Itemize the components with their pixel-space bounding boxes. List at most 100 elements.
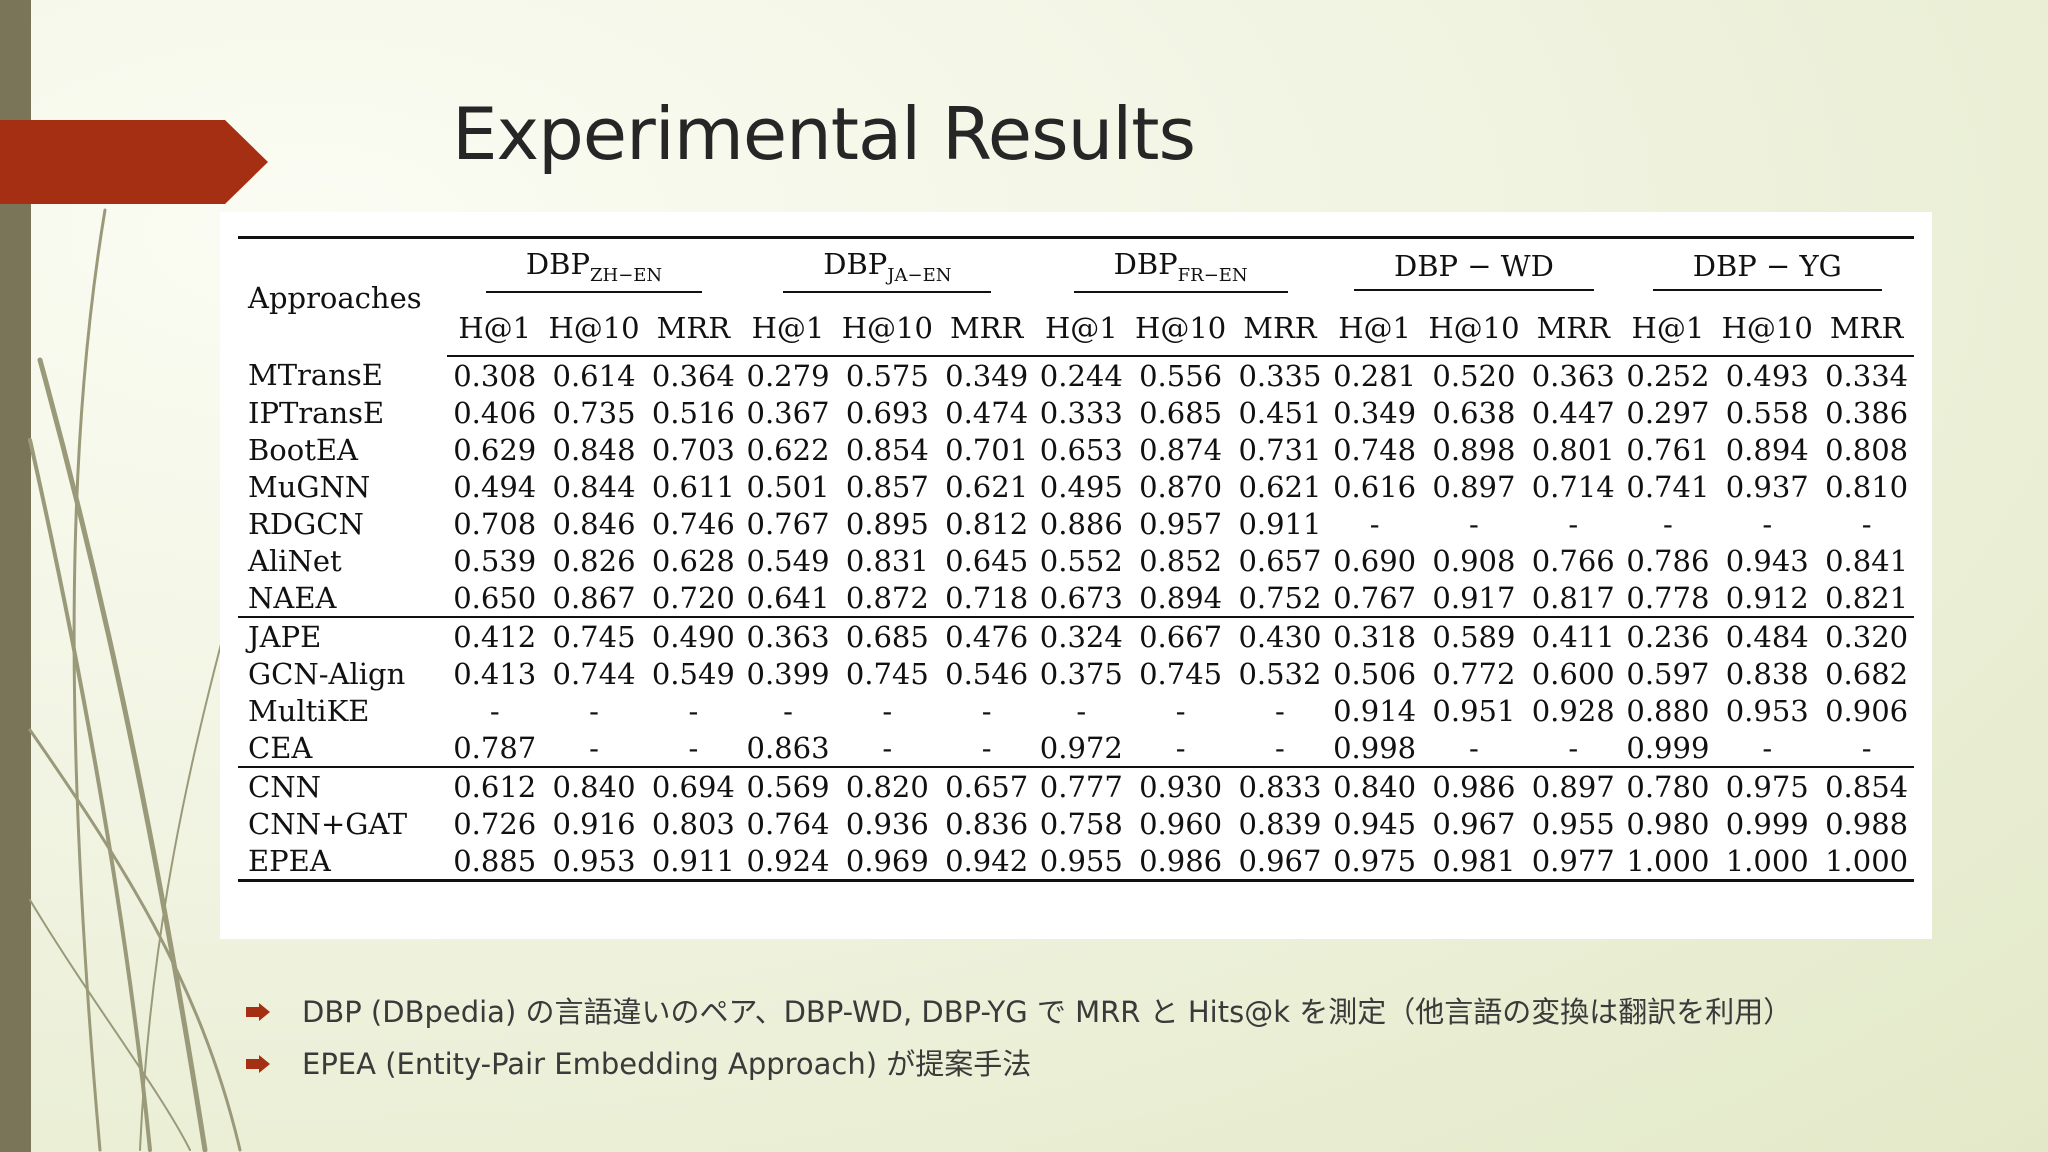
- metric-value-cell: 0.539: [453, 543, 537, 578]
- table-row: CNN 0.612 0.840 0.694 0.569 0.820 0.657 0.777 0.…: [238, 766, 1914, 805]
- dataset-group-header: DBPFR−EN: [1034, 238, 1327, 302]
- metric-value-cell: 0.745: [1139, 656, 1223, 691]
- metric-value-cell: 0.600: [1531, 656, 1615, 691]
- metric-value-cell: 0.885: [453, 843, 537, 878]
- metric-value-cell: 0.474: [945, 395, 1029, 430]
- metric-value-cell: 0.430: [1232, 616, 1328, 655]
- metric-value-cell: 0.451: [1238, 395, 1322, 430]
- metric-value-cell: -: [1762, 730, 1773, 765]
- metric-value-cell: 0.955: [1531, 806, 1615, 841]
- metric-value-cell: 0.386: [1825, 395, 1909, 430]
- approach-name: IPTransE: [248, 395, 385, 430]
- table-section: JAPE 0.412 0.745 0.490 0.363 0.685 0.476 0.324 0…: [238, 616, 1914, 767]
- table-row: EPEA 0.885 0.953 0.911 0.924 0.969 0.942 0.955 0…: [238, 842, 1914, 881]
- metric-value-cell: 0.349: [945, 358, 1029, 393]
- dataset-base-label: DBP − WD: [1393, 249, 1554, 283]
- metric-value-cell: 0.808: [1825, 432, 1909, 467]
- metric-value-cell: 0.831: [845, 543, 929, 578]
- metric-value-cell: 0.870: [1139, 469, 1223, 504]
- dataset-base-label: DBP − YG: [1692, 249, 1842, 283]
- metric-value-cell: 0.349: [1333, 395, 1417, 430]
- metric-value-cell: 0.911: [1238, 506, 1322, 541]
- metric-value-cell: 0.897: [1525, 766, 1621, 805]
- metric-value-cell: 0.977: [1531, 843, 1615, 878]
- table-row: CNN+GAT 0.726 0.916 0.803 0.764 0.936 0.836 0.7…: [238, 805, 1914, 842]
- table-row: MultiKE - - - - - - - - - 0.914 0.951 0.928 0.880 0.95…: [238, 692, 1914, 729]
- metric-value-cell: 0.898: [1432, 432, 1516, 467]
- metric-value-cell: 0.826: [552, 543, 636, 578]
- metric-value-cell: 0.495: [1039, 469, 1123, 504]
- dataset-subscript: ZH−EN: [589, 264, 663, 286]
- metric-value-cell: 0.821: [1825, 580, 1909, 615]
- metric-value-cell: 0.914: [1333, 693, 1417, 728]
- metric-header: MRR: [1232, 301, 1328, 357]
- metric-value-cell: 0.916: [552, 806, 636, 841]
- metric-header: H@10: [1128, 301, 1233, 357]
- metric-value-cell: 0.937: [1725, 469, 1809, 504]
- metric-value-cell: 0.975: [1715, 766, 1820, 805]
- table-row: RDGCN 0.708 0.846 0.746 0.767 0.895 0.812 0.886…: [238, 505, 1914, 542]
- dataset-name: DBP − WD: [1353, 249, 1594, 291]
- approach-name: CEA: [248, 730, 313, 765]
- metric-value-cell: 0.532: [1238, 656, 1322, 691]
- metric-value-cell: 0.872: [845, 580, 929, 615]
- metric-value-cell: 0.569: [740, 766, 836, 805]
- slide-title: Experimental Results: [452, 92, 1196, 176]
- metric-value-cell: 0.780: [1620, 766, 1716, 805]
- metric-value-cell: 1.000: [1825, 843, 1909, 878]
- metric-value-cell: 0.801: [1531, 432, 1615, 467]
- metric-value-cell: 0.894: [1139, 580, 1223, 615]
- metric-value-cell: 0.967: [1432, 806, 1516, 841]
- bullet-text: DBP (DBpedia) の言語違いのペア、DBP-WD, DBP-YG で …: [302, 995, 1793, 1029]
- metric-value-cell: 0.297: [1626, 395, 1710, 430]
- metric-value-cell: 0.960: [1139, 806, 1223, 841]
- metric-value-cell: 0.549: [746, 543, 830, 578]
- table-section: MTransE 0.308 0.614 0.364 0.279 0.575 0.349 0.2…: [238, 356, 1914, 617]
- metric-value-cell: 0.673: [1039, 580, 1123, 615]
- metric-value-cell: 0.854: [1819, 766, 1914, 805]
- metric-value-cell: 0.506: [1333, 656, 1417, 691]
- metric-value-cell: 0.863: [746, 730, 830, 765]
- approach-name: RDGCN: [248, 506, 364, 541]
- metric-value-cell: 0.988: [1825, 806, 1909, 841]
- metric-value-cell: 0.701: [945, 432, 1029, 467]
- metric-value-cell: 0.880: [1626, 693, 1710, 728]
- approaches-header: Approaches: [248, 280, 422, 315]
- metric-value-cell: 0.281: [1333, 358, 1417, 393]
- metric-header: H@10: [1715, 301, 1820, 357]
- metric-header: H@10: [835, 301, 940, 357]
- metric-value-cell: 0.641: [746, 580, 830, 615]
- decorative-swirl-lines: [28, 208, 242, 1152]
- metric-value-cell: 0.746: [651, 506, 735, 541]
- metric-value-cell: 0.318: [1327, 616, 1422, 655]
- metric-header: MRR: [939, 301, 1034, 357]
- table-row: MTransE 0.308 0.614 0.364 0.279 0.575 0.349 0.2…: [238, 356, 1914, 394]
- metric-value-cell: 0.244: [1039, 358, 1123, 393]
- dataset-name: DBPFR−EN: [1073, 247, 1288, 294]
- metric-value-cell: 0.953: [1725, 693, 1809, 728]
- table-row: CEA 0.787 - - 0.863 - - 0.972 - - 0.998 - - 0.999 - -: [238, 729, 1914, 767]
- metric-value-cell: 0.363: [740, 616, 836, 655]
- metric-value-cell: 0.745: [542, 616, 647, 655]
- metric-value-cell: 0.685: [1139, 395, 1223, 430]
- metric-value-cell: -: [1861, 506, 1872, 541]
- metric-value-cell: 0.955: [1039, 843, 1123, 878]
- metric-value-cell: 0.986: [1421, 766, 1526, 805]
- metric-value-cell: 0.844: [552, 469, 636, 504]
- metric-value-cell: 0.653: [1039, 432, 1123, 467]
- metric-value-cell: 0.657: [1238, 543, 1322, 578]
- metric-value-cell: 0.667: [1128, 616, 1233, 655]
- metric-value-cell: -: [589, 730, 599, 765]
- metric-value-cell: 1.000: [1725, 843, 1809, 878]
- metric-value-cell: 0.589: [1421, 616, 1526, 655]
- metric-value-cell: 0.616: [1333, 469, 1417, 504]
- metric-header: MRR: [646, 301, 741, 357]
- approach-name: EPEA: [248, 843, 331, 878]
- approach-name: MTransE: [248, 358, 383, 392]
- metric-value-cell: 0.621: [945, 469, 1029, 504]
- metric-value-cell: 0.981: [1432, 843, 1516, 878]
- metric-header: H@10: [1421, 301, 1526, 357]
- metric-value-cell: 0.852: [1139, 543, 1223, 578]
- metric-value-cell: 0.628: [651, 543, 735, 578]
- metric-value-cell: 0.718: [945, 580, 1029, 615]
